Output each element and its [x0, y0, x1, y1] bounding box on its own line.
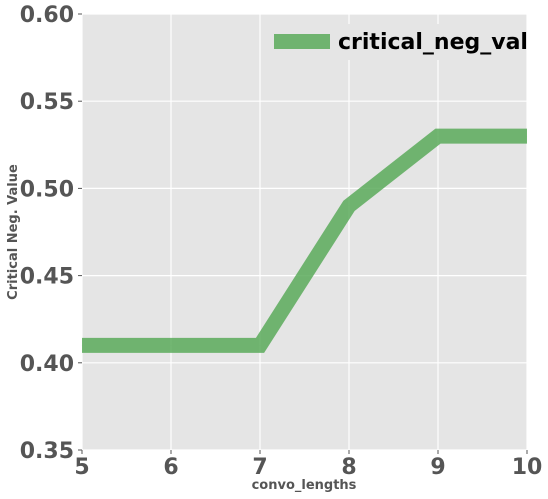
legend-box — [262, 24, 518, 60]
y-axis-ticks: 0.35 0.40 0.45 0.50 0.55 0.60 — [20, 3, 82, 464]
x-tick-label: 5 — [74, 455, 89, 480]
legend-label: critical_neg_val — [338, 30, 528, 55]
x-tick-label: 9 — [430, 455, 445, 480]
series-layer — [81, 128, 528, 353]
y-tick-label: 0.55 — [20, 90, 74, 115]
y-tick-label: 0.40 — [20, 352, 74, 377]
y-tick-label: 0.45 — [20, 265, 74, 290]
plot-background — [82, 14, 527, 450]
x-tick-label: 6 — [163, 455, 178, 480]
x-tick-label: 8 — [341, 455, 356, 480]
x-axis-label: convo_lengths — [252, 478, 357, 493]
y-tick-label: 0.50 — [20, 177, 74, 202]
series-line — [82, 128, 527, 353]
legend: critical_neg_val — [262, 24, 528, 60]
y-tick-label: 0.35 — [20, 439, 74, 464]
y-tick-label: 0.60 — [20, 3, 74, 28]
x-tick-label: 10 — [512, 455, 543, 480]
y-axis-label: Critical Neg. Value — [6, 164, 21, 300]
x-axis-ticks: 5 6 7 8 9 10 — [74, 450, 542, 480]
x-tick-label: 7 — [252, 455, 267, 480]
legend-swatch — [274, 34, 330, 49]
